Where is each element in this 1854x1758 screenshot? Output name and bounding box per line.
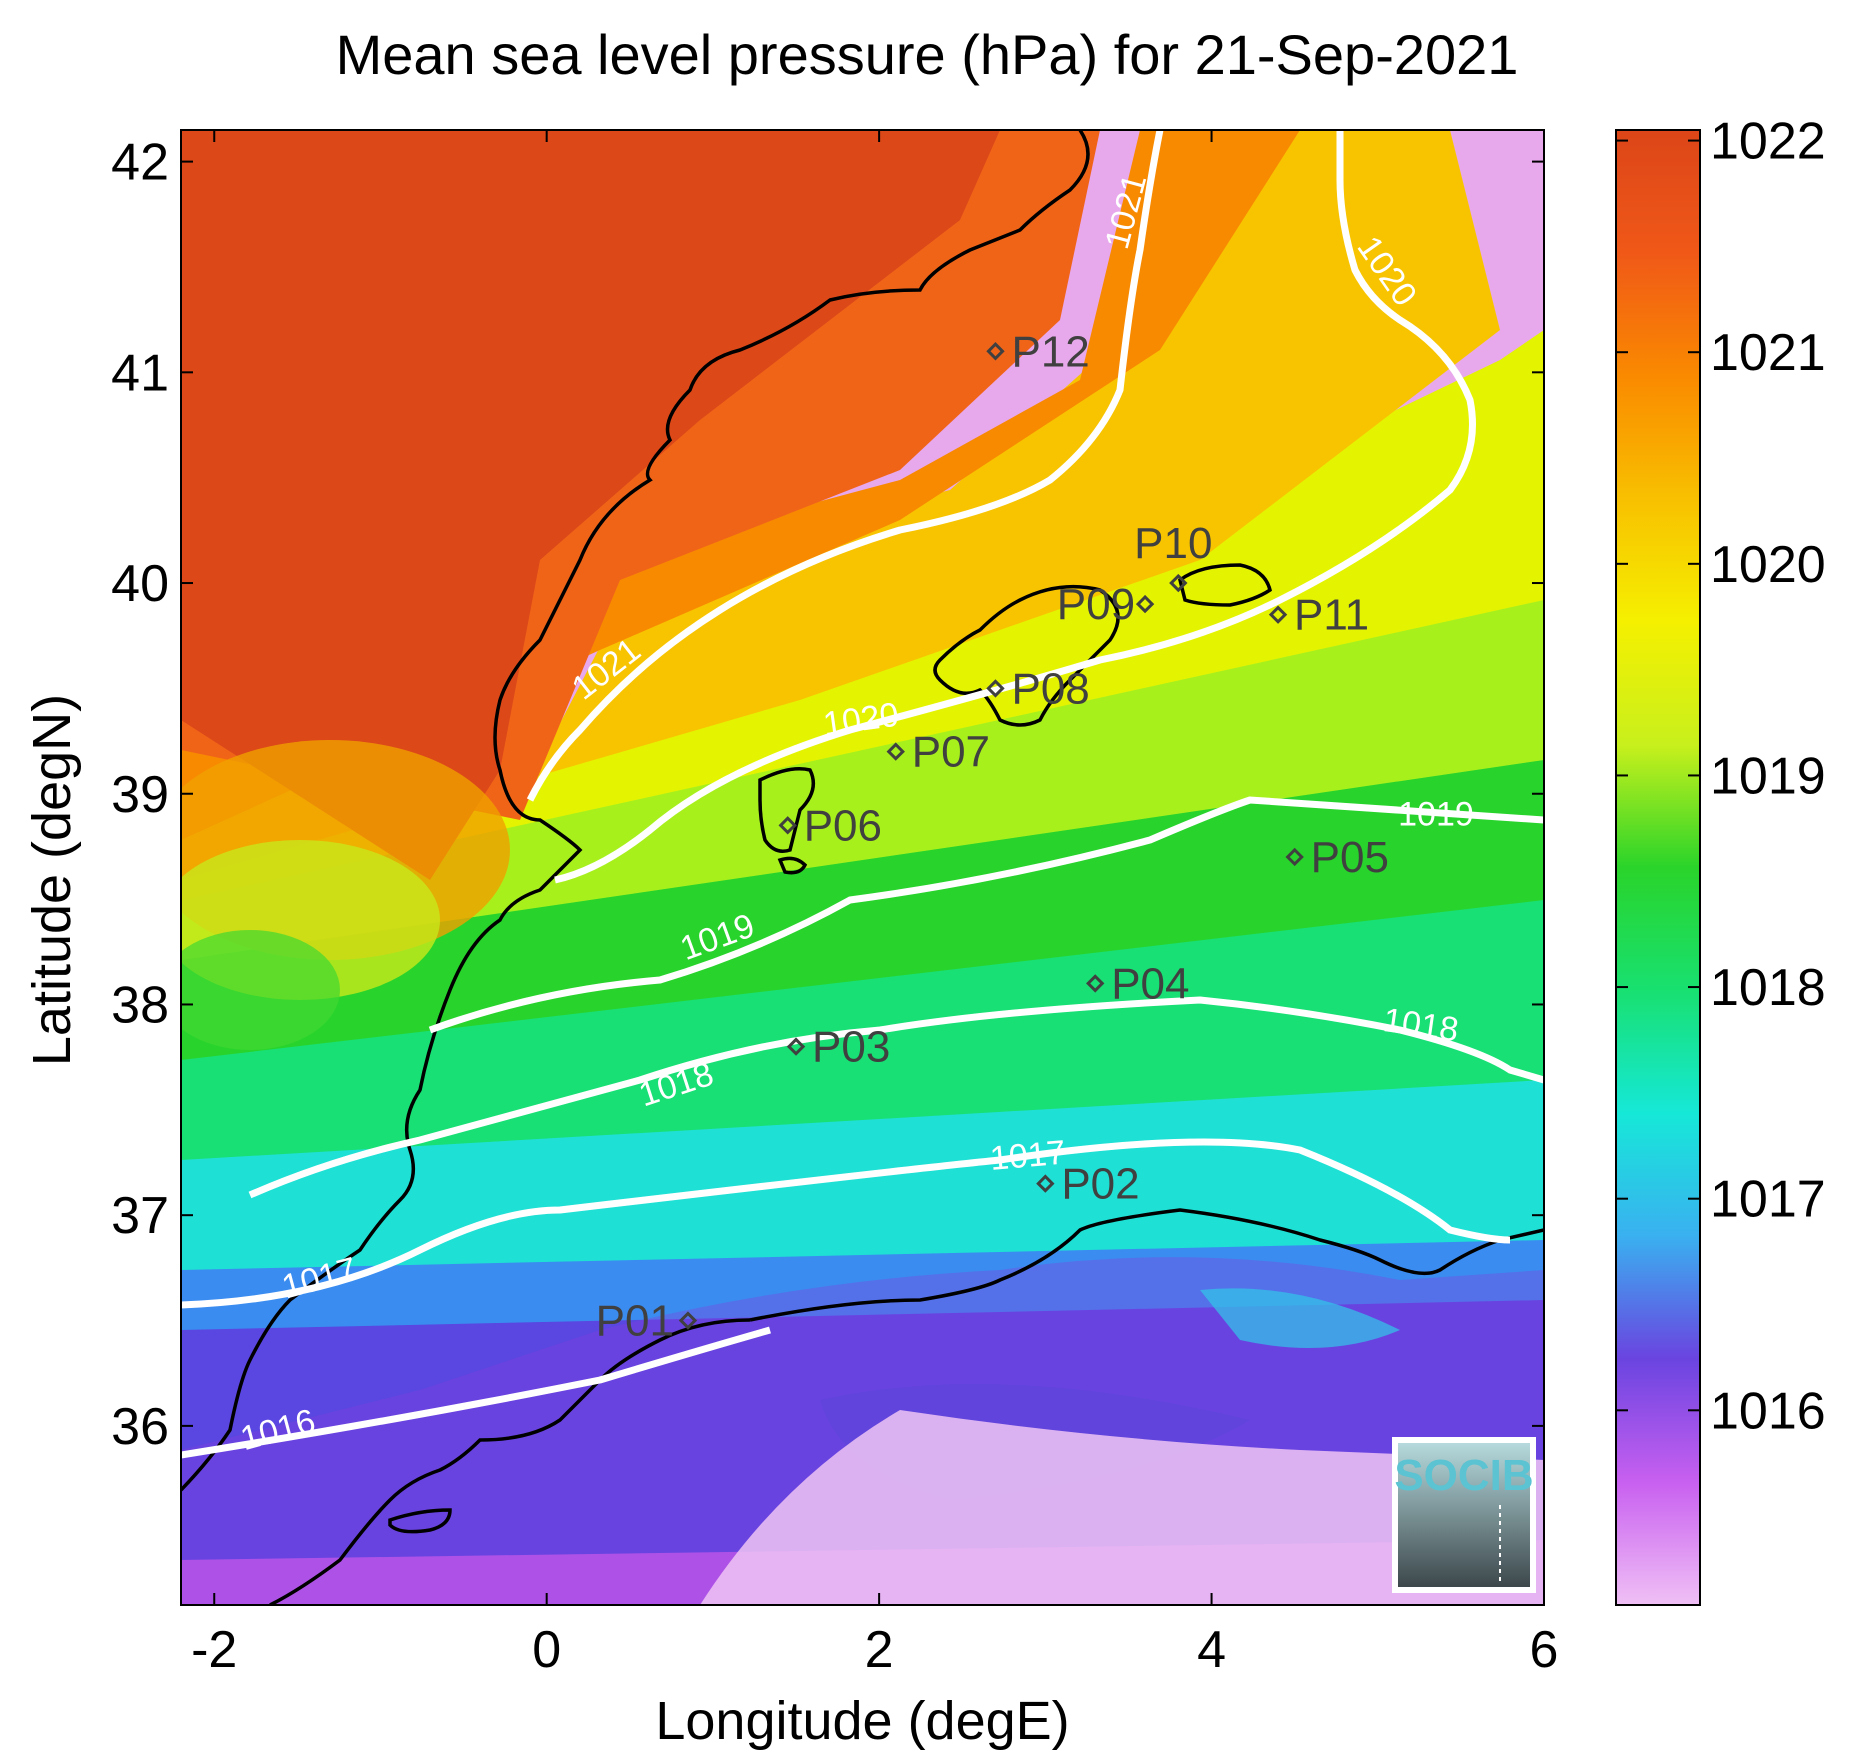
y-tick-label: 39 (111, 766, 169, 824)
station-marker (778, 816, 797, 835)
station-label: P07 (912, 728, 990, 777)
colorbar-tick-label: 1020 (1710, 536, 1826, 594)
isobars (181, 130, 1544, 1459)
contour-label: 1017 (988, 1134, 1067, 1178)
plot-frame (180, 129, 1545, 1606)
station-label: P10 (1134, 519, 1212, 568)
colorbar: 1016 1017 1018 1019 1020 1021 1022 (1615, 113, 1826, 1606)
station-label: P03 (812, 1023, 890, 1072)
colorbar-tick-label: 1021 (1710, 324, 1826, 382)
station-label: P04 (1111, 959, 1189, 1008)
station-markers: P01 P02 P03 P04 P05 P06 P07 P08 P09 P10 P11 P12 (596, 327, 1389, 1345)
colorbar-tick-label: 1018 (1710, 959, 1826, 1017)
colorbar-tick-label: 1019 (1710, 747, 1826, 805)
station-marker (1036, 1174, 1055, 1193)
y-tick-label: 42 (111, 134, 169, 192)
colorbar-gradient (1615, 129, 1701, 1606)
station-label: P08 (1011, 664, 1089, 713)
coastlines (181, 130, 1544, 1605)
station-marker (1268, 605, 1288, 624)
station-marker (986, 679, 1005, 698)
station-marker (678, 1311, 698, 1330)
colorbar-tick-label: 1017 (1710, 1171, 1826, 1229)
contour-label: 1019 (1398, 795, 1474, 833)
pressure-field (181, 130, 1544, 1605)
station-marker (786, 1037, 806, 1056)
station-label: P05 (1311, 833, 1389, 882)
x-tick-label: 0 (532, 1621, 561, 1679)
station-label: P01 (596, 1297, 674, 1346)
y-tick-label: 38 (111, 976, 169, 1034)
station-label: P09 (1057, 580, 1135, 629)
y-tick-label: 41 (111, 344, 169, 402)
station-label: P11 (1294, 591, 1369, 640)
x-tick-label: 4 (1197, 1621, 1226, 1679)
map-title: Mean sea level pressure (hPa) for 21-Sep… (335, 23, 1519, 86)
x-tick-label: -2 (191, 1621, 237, 1679)
x-tick-label: 6 (1530, 1621, 1559, 1679)
station-label: P12 (1011, 327, 1089, 376)
y-tick-label: 36 (111, 1398, 169, 1456)
x-axis-label: Longitude (degE) (655, 1691, 1070, 1751)
station-marker (986, 342, 1005, 361)
logo-text: SOCIB (1394, 1451, 1533, 1500)
station-label: P02 (1061, 1160, 1139, 1209)
station-marker (1135, 594, 1155, 614)
y-tick-label: 40 (111, 555, 169, 613)
socib-logo: SOCIB (1392, 1437, 1536, 1593)
colorbar-tick-label: 1022 (1710, 113, 1826, 171)
y-tick-label: 37 (111, 1187, 169, 1245)
station-marker (1169, 573, 1188, 593)
x-ticks: -2 0 2 4 6 (191, 130, 1558, 1679)
station-marker (1285, 847, 1304, 867)
colorbar-tick-label: 1016 (1710, 1382, 1826, 1440)
station-marker (1086, 974, 1105, 993)
station-marker (886, 742, 905, 761)
y-ticks: 36 37 38 39 40 41 42 (111, 134, 1544, 1456)
x-tick-label: 2 (865, 1621, 894, 1679)
station-label: P06 (804, 801, 882, 850)
